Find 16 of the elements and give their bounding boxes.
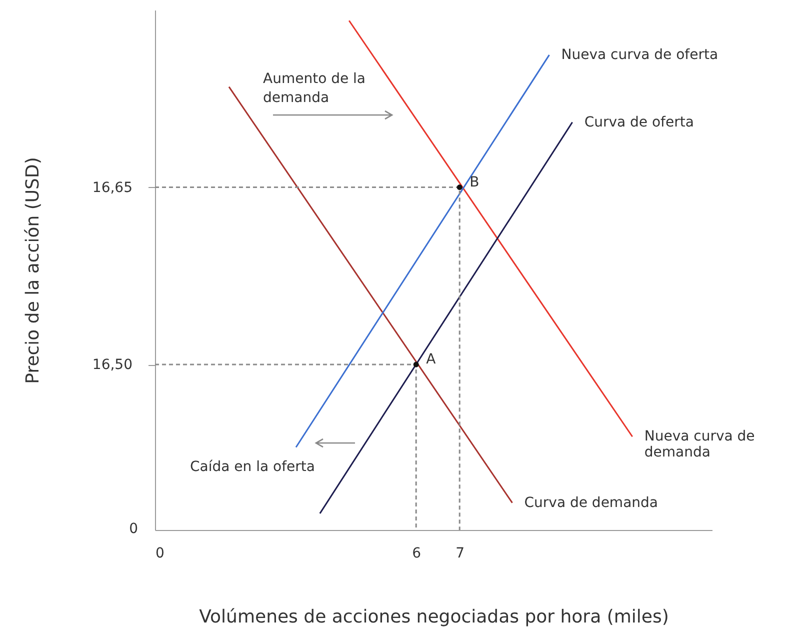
y-axis-title: Precio de la acción (USD)	[22, 157, 44, 384]
annotation: Caída en la oferta	[190, 458, 316, 477]
annotation: Aumento de la demanda	[263, 70, 366, 108]
series-label: Nueva curva de demanda	[644, 428, 755, 461]
x-tick-label: 0	[156, 546, 164, 562]
text: 0	[128, 520, 138, 539]
y-tick-label: 16,50	[92, 357, 132, 374]
annotation: B	[470, 174, 480, 190]
x-tick-label: 6	[412, 546, 422, 562]
series-label: Curva de demanda	[524, 494, 658, 511]
annotation: A	[426, 352, 436, 368]
y-tick-label: 16,65	[92, 180, 132, 196]
series-label: Curva de oferta	[584, 114, 694, 130]
series-label: Nueva curva de oferta	[561, 46, 718, 63]
x-tick-label: 7	[456, 546, 465, 562]
x-axis-title: Volúmenes de acciones negociadas por hora (miles)	[199, 606, 669, 627]
